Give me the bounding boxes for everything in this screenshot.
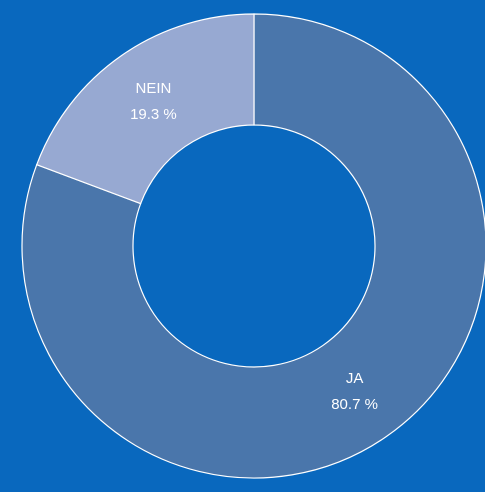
donut-segment bbox=[35, 13, 255, 205]
donut-segment bbox=[21, 13, 485, 479]
segment-value-label: 19.3 % bbox=[130, 106, 177, 123]
segment-label: JA bbox=[346, 370, 364, 387]
segment-value-label: 80.7 % bbox=[331, 396, 378, 413]
segment-label: NEIN bbox=[135, 80, 171, 97]
